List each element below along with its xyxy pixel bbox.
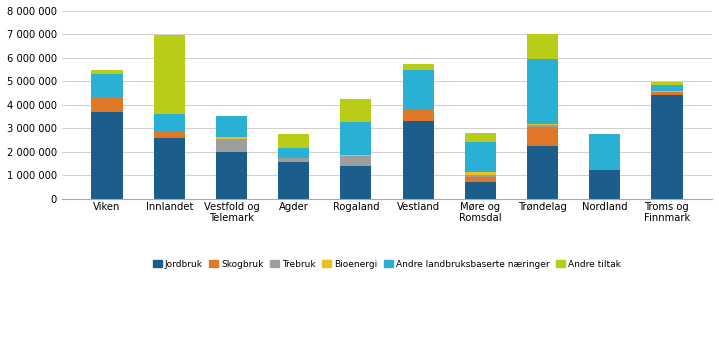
Bar bbox=[464, 172, 496, 175]
Bar bbox=[216, 152, 247, 199]
Bar bbox=[527, 125, 558, 127]
Bar bbox=[278, 148, 309, 158]
Bar bbox=[403, 64, 434, 70]
Bar bbox=[403, 110, 434, 121]
Bar bbox=[464, 177, 496, 182]
Bar bbox=[216, 137, 247, 139]
Bar bbox=[278, 162, 309, 199]
Bar bbox=[278, 134, 309, 148]
Bar bbox=[403, 121, 434, 199]
Bar bbox=[651, 92, 682, 95]
Bar bbox=[91, 74, 122, 98]
Legend: Jordbruk, Skogbruk, Trebruk, Bioenergi, Andre landbruksbaserte næringer, Andre t: Jordbruk, Skogbruk, Trebruk, Bioenergi, … bbox=[149, 256, 625, 272]
Bar bbox=[651, 91, 682, 92]
Bar bbox=[216, 116, 247, 137]
Bar bbox=[340, 122, 372, 155]
Bar bbox=[154, 131, 185, 138]
Bar bbox=[403, 70, 434, 110]
Bar bbox=[651, 95, 682, 199]
Bar bbox=[589, 134, 620, 170]
Bar bbox=[464, 142, 496, 172]
Bar bbox=[154, 114, 185, 131]
Bar bbox=[216, 139, 247, 152]
Bar bbox=[154, 138, 185, 199]
Bar bbox=[527, 147, 558, 199]
Bar bbox=[527, 34, 558, 59]
Bar bbox=[91, 98, 122, 112]
Bar bbox=[527, 59, 558, 124]
Bar bbox=[91, 70, 122, 74]
Bar bbox=[589, 170, 620, 199]
Bar bbox=[651, 85, 682, 91]
Bar bbox=[340, 99, 372, 122]
Bar bbox=[340, 157, 372, 166]
Bar bbox=[340, 166, 372, 199]
Bar bbox=[278, 158, 309, 162]
Bar bbox=[464, 182, 496, 199]
Bar bbox=[91, 112, 122, 199]
Bar bbox=[154, 35, 185, 114]
Bar bbox=[651, 82, 682, 85]
Bar bbox=[464, 133, 496, 142]
Bar bbox=[527, 124, 558, 125]
Bar bbox=[464, 175, 496, 177]
Bar bbox=[527, 127, 558, 147]
Bar bbox=[340, 155, 372, 157]
